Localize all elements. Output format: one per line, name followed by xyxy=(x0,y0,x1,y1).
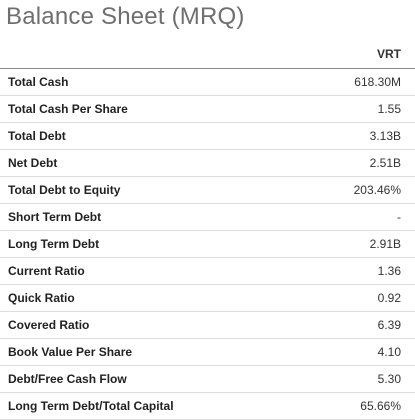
table-row: Net Debt 2.51B xyxy=(0,150,415,177)
table-row: Total Cash Per Share 1.55 xyxy=(0,96,415,123)
row-value: 0.92 xyxy=(377,291,401,305)
row-value: 5.30 xyxy=(377,372,401,386)
row-label: Long Term Debt/Total Capital xyxy=(8,399,174,413)
row-value: 2.51B xyxy=(369,156,401,170)
table-row: Short Term Debt - xyxy=(0,204,415,231)
row-label: Current Ratio xyxy=(8,264,85,278)
row-label: Long Term Debt xyxy=(8,237,100,251)
row-value: - xyxy=(397,210,401,224)
table-row: Covered Ratio 6.39 xyxy=(0,312,415,339)
row-label: Total Cash xyxy=(8,75,69,89)
row-label: Covered Ratio xyxy=(8,318,90,332)
row-label: Total Debt to Equity xyxy=(8,183,121,197)
row-label: Total Debt xyxy=(8,129,66,143)
table-row: Book Value Per Share 4.10 xyxy=(0,339,415,366)
page-title: Balance Sheet (MRQ) xyxy=(6,3,245,30)
row-value: 6.39 xyxy=(377,318,401,332)
table-row: Current Ratio 1.36 xyxy=(0,258,415,285)
table-row: Long Term Debt 2.91B xyxy=(0,231,415,258)
row-value: 618.30M xyxy=(354,75,401,89)
row-value: 4.10 xyxy=(377,345,401,359)
row-value: 3.13B xyxy=(369,129,401,143)
row-label: Total Cash Per Share xyxy=(8,102,128,116)
row-label: Debt/Free Cash Flow xyxy=(8,372,127,386)
row-label: Short Term Debt xyxy=(8,210,102,224)
table-row: Quick Ratio 0.92 xyxy=(0,285,415,312)
row-value: 1.36 xyxy=(377,264,401,278)
row-label: Quick Ratio xyxy=(8,291,75,305)
table-row: Total Cash 618.30M xyxy=(0,69,415,96)
row-value: 2.91B xyxy=(369,237,401,251)
balance-sheet-table: VRT Total Cash 618.30M Total Cash Per Sh… xyxy=(0,40,415,420)
table-header-row: VRT xyxy=(0,40,415,69)
table-row: Total Debt 3.13B xyxy=(0,123,415,150)
row-value: 203.46% xyxy=(353,183,401,197)
row-value: 65.66% xyxy=(360,399,401,413)
row-label: Book Value Per Share xyxy=(8,345,133,359)
ticker-column-header: VRT xyxy=(377,47,401,61)
row-label: Net Debt xyxy=(8,156,58,170)
table-row: Debt/Free Cash Flow 5.30 xyxy=(0,366,415,393)
table-row: Total Debt to Equity 203.46% xyxy=(0,177,415,204)
row-value: 1.55 xyxy=(377,102,401,116)
